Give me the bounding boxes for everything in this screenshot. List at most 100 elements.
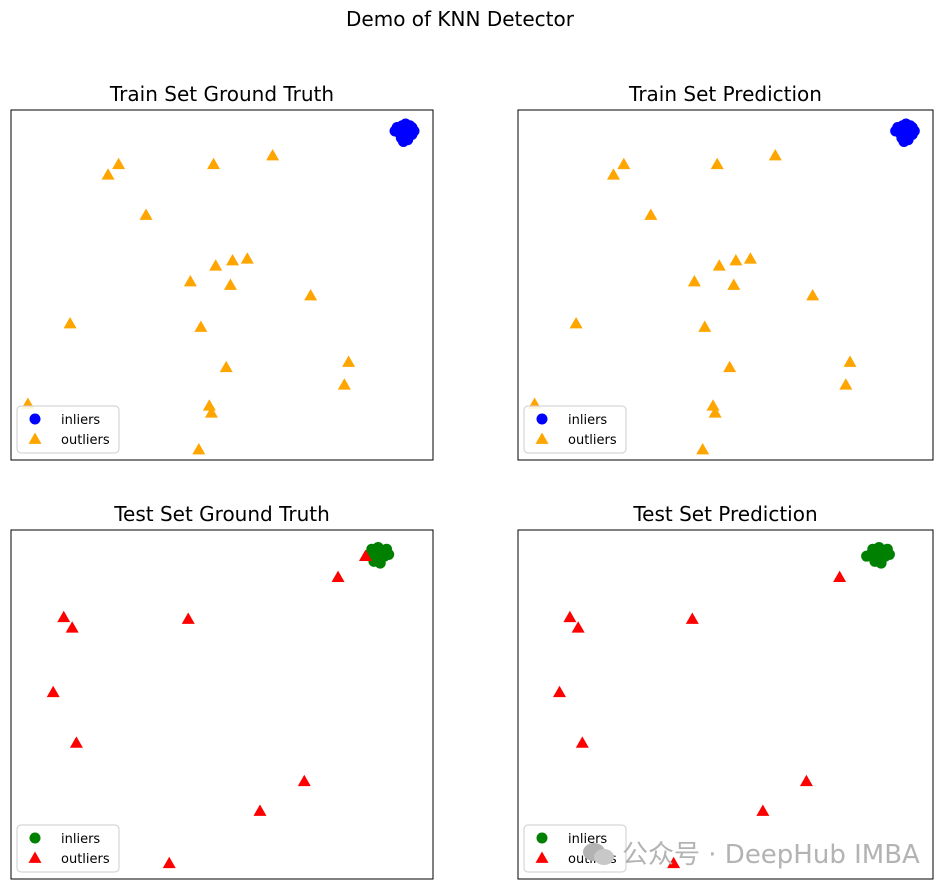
inlier-point	[897, 120, 909, 132]
legend-label: inliers	[568, 832, 607, 847]
series-inliers	[890, 118, 920, 147]
subplot-title: Test Set Prediction	[632, 502, 817, 526]
plot-frame	[10, 529, 434, 880]
outlier-point	[202, 399, 216, 411]
inlier-point	[372, 541, 384, 553]
outlier-point	[266, 149, 280, 161]
inlier-point	[873, 541, 885, 553]
legend-box	[16, 824, 120, 873]
outlier-point	[240, 252, 254, 264]
watermark-text: 公众号 · DeepHub IMBA	[622, 840, 920, 870]
outlier-point	[696, 443, 710, 455]
outlier-point	[219, 360, 233, 373]
inlier-point	[906, 122, 918, 133]
outlier-point	[553, 685, 566, 698]
legend-label: inliers	[568, 413, 607, 428]
outlier-point	[708, 406, 722, 418]
outlier-point	[101, 168, 115, 180]
outlier-point	[833, 570, 847, 582]
outlier-point	[617, 157, 631, 170]
outlier-point	[806, 289, 820, 301]
outlier-point	[723, 360, 737, 373]
outlier-point	[209, 259, 223, 271]
subplot-3: Test Set Ground Truth inliers outliers	[10, 502, 434, 880]
outlier-point	[710, 157, 724, 170]
inlier-point	[396, 120, 408, 132]
outlier-point	[112, 157, 126, 170]
outlier-point	[183, 275, 197, 287]
outlier-point	[297, 774, 311, 787]
inlier-point	[861, 550, 873, 562]
outlier-point	[342, 355, 356, 367]
outlier-point	[207, 157, 221, 170]
legend: inliers outliers	[523, 405, 627, 454]
subplot-title: Train Set Ground Truth	[109, 82, 334, 106]
outlier-point	[563, 610, 577, 623]
watermark: 公众号 · DeepHub IMBA	[582, 834, 920, 871]
outlier-point	[756, 804, 770, 816]
outlier-point	[712, 259, 726, 271]
outlier-point	[139, 208, 153, 220]
subplot-title: Test Set Ground Truth	[113, 502, 330, 526]
outlier-point	[727, 278, 741, 290]
inlier-point	[875, 557, 887, 569]
outlier-point	[331, 570, 345, 582]
plot-frame	[10, 109, 434, 461]
legend-marker	[28, 432, 42, 444]
outlier-point	[69, 736, 83, 748]
series-outliers	[21, 149, 356, 455]
outlier-point	[843, 355, 857, 367]
legend-box	[16, 405, 120, 454]
series-inliers	[861, 541, 895, 569]
outlier-point	[65, 621, 79, 633]
outlier-point	[204, 406, 218, 418]
legend-marker	[28, 851, 42, 863]
outlier-point	[194, 320, 208, 332]
inlier-point	[368, 550, 380, 562]
inlier-point	[383, 548, 395, 560]
outlier-point	[46, 685, 60, 698]
subplot-1: Train Set Ground Truth inliers outliers	[10, 82, 434, 461]
outlier-point	[606, 168, 620, 180]
outlier-point	[223, 278, 237, 290]
outlier-point	[644, 208, 658, 220]
outlier-point	[575, 736, 589, 748]
legend-label: inliers	[61, 832, 100, 847]
outlier-point	[304, 289, 318, 301]
series-inliers	[389, 118, 420, 147]
legend-marker	[535, 432, 549, 444]
legend-marker	[29, 832, 41, 844]
plot-frame	[517, 109, 934, 461]
inlier-point	[406, 122, 418, 133]
legend-marker	[535, 851, 549, 863]
inlier-point	[883, 548, 895, 560]
outlier-point	[839, 378, 853, 390]
subplot-2: Train Set Prediction inliers outliers	[517, 82, 934, 461]
legend-label: outliers	[61, 433, 110, 448]
legend-label: inliers	[61, 413, 100, 428]
outlier-point	[181, 612, 195, 624]
legend-label: outliers	[61, 852, 110, 867]
outlier-point	[226, 254, 240, 266]
figure-title: Demo of KNN Detector	[346, 7, 575, 31]
outlier-point	[687, 275, 701, 287]
outlier-point	[799, 774, 813, 787]
outlier-point	[358, 549, 372, 562]
series-inliers	[364, 541, 395, 569]
legend-label: outliers	[568, 433, 617, 448]
subplot-title: Train Set Prediction	[628, 82, 822, 106]
series-outliers	[553, 570, 847, 869]
outlier-point	[63, 317, 77, 329]
outlier-point	[685, 612, 699, 624]
legend-marker	[536, 413, 548, 425]
outlier-point	[698, 320, 712, 332]
legend-marker	[29, 413, 41, 425]
outlier-point	[57, 610, 71, 623]
outlier-point	[667, 856, 681, 869]
outlier-point	[571, 621, 585, 633]
outlier-point	[729, 254, 743, 266]
outlier-point	[162, 856, 176, 869]
outlier-point	[743, 252, 757, 264]
